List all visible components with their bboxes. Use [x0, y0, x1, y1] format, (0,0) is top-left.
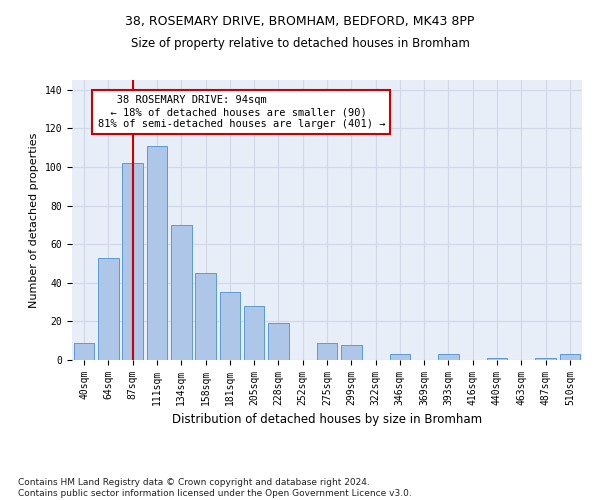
Bar	[487, 358, 508, 360]
Bar	[438, 354, 459, 360]
Bar	[244, 306, 265, 360]
Bar	[268, 324, 289, 360]
Text: 38, ROSEMARY DRIVE, BROMHAM, BEDFORD, MK43 8PP: 38, ROSEMARY DRIVE, BROMHAM, BEDFORD, MK…	[125, 15, 475, 28]
Bar	[317, 342, 337, 360]
Bar	[389, 354, 410, 360]
Bar	[195, 273, 216, 360]
Bar	[171, 225, 191, 360]
Bar	[122, 163, 143, 360]
X-axis label: Distribution of detached houses by size in Bromham: Distribution of detached houses by size …	[172, 414, 482, 426]
Text: Contains HM Land Registry data © Crown copyright and database right 2024.
Contai: Contains HM Land Registry data © Crown c…	[18, 478, 412, 498]
Y-axis label: Number of detached properties: Number of detached properties	[29, 132, 39, 308]
Bar	[220, 292, 240, 360]
Text: 38 ROSEMARY DRIVE: 94sqm
  ← 18% of detached houses are smaller (90)
81% of semi: 38 ROSEMARY DRIVE: 94sqm ← 18% of detach…	[97, 96, 385, 128]
Bar	[341, 344, 362, 360]
Text: Size of property relative to detached houses in Bromham: Size of property relative to detached ho…	[131, 38, 469, 51]
Bar	[560, 354, 580, 360]
Bar	[74, 342, 94, 360]
Bar	[98, 258, 119, 360]
Bar	[146, 146, 167, 360]
Bar	[535, 358, 556, 360]
